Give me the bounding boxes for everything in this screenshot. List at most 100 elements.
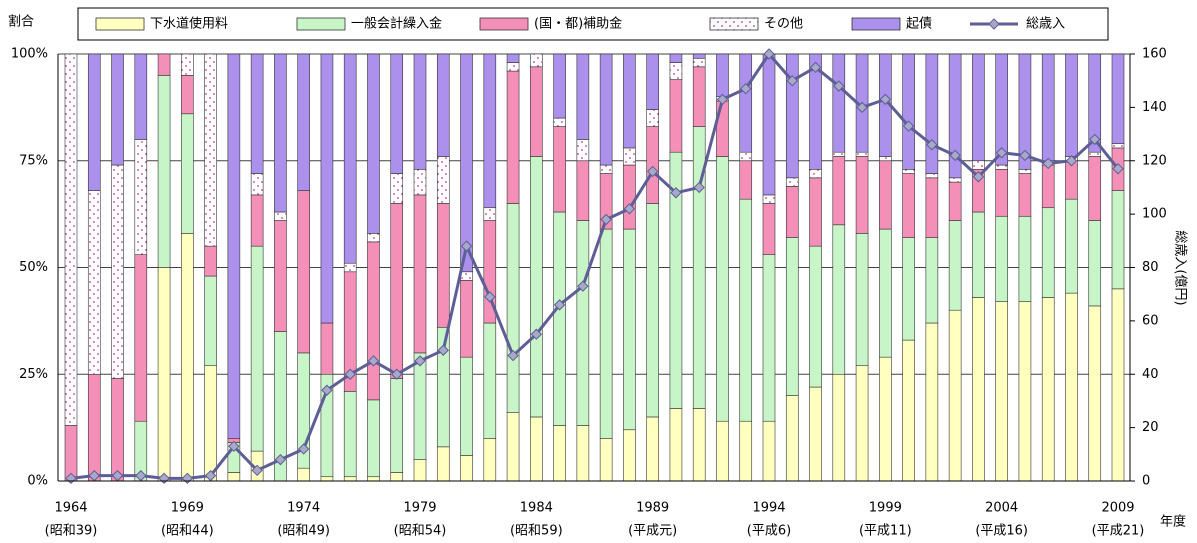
bar-segment: [809, 53, 822, 170]
bar-segment: [1018, 301, 1032, 482]
bar-segment: [948, 181, 962, 221]
line-marker: [693, 181, 705, 194]
bar-segment: [111, 53, 124, 166]
bar-segment: [692, 66, 706, 127]
line-marker: [879, 93, 892, 106]
bar-segment: [879, 228, 892, 358]
line-marker: [1065, 155, 1078, 167]
bar-segment: [1111, 143, 1125, 149]
legend-label: 総歳入: [1026, 17, 1065, 32]
bar-segment: [553, 211, 566, 426]
bar-segment: [436, 203, 450, 328]
bar-segment: [855, 151, 869, 157]
bar-segment: [948, 309, 962, 482]
bar-segment: [1018, 53, 1032, 170]
line-marker: [228, 440, 240, 453]
legend-label: 下水道使用料: [150, 16, 228, 32]
line-marker: [391, 368, 403, 380]
y-tick-label: 25%: [19, 367, 48, 382]
line-marker: [809, 61, 822, 74]
bar-segment: [413, 352, 427, 460]
x-tick-sublabel: (平成11): [859, 524, 912, 539]
bar-segment: [367, 476, 380, 482]
bar-segment: [785, 177, 799, 187]
bar-segment: [1041, 164, 1055, 209]
bar-segment: [553, 425, 566, 482]
bar-segment: [809, 177, 822, 247]
line-marker: [437, 344, 449, 356]
y-tick-label: 50%: [19, 260, 48, 275]
y-tick-label: 0%: [27, 474, 48, 489]
bar-segment: [832, 151, 846, 157]
bar-segment: [460, 280, 473, 358]
x-tick-label: 1979: [403, 501, 436, 516]
bar-segment: [925, 237, 939, 324]
bar-segment: [1041, 207, 1055, 298]
bar-segment: [855, 156, 869, 234]
bar-segment: [390, 173, 404, 204]
bar-segment: [460, 53, 473, 273]
y-axis-label: 割合: [8, 14, 34, 30]
bar-segment: [530, 53, 543, 68]
bar-segment: [739, 198, 753, 422]
line-marker: [1112, 163, 1124, 175]
bar-segment: [925, 173, 939, 179]
line-marker: [577, 280, 589, 292]
line-marker: [670, 187, 682, 199]
line-marker: [833, 80, 845, 92]
bar-segment: [530, 156, 543, 418]
bar-segment: [1041, 53, 1055, 162]
y2-tick-label: 160: [1142, 47, 1167, 62]
bar-segment: [320, 476, 334, 482]
bar-segment: [274, 211, 287, 221]
line-marker: [251, 464, 263, 477]
bar-segment: [623, 147, 636, 166]
bar-segment: [553, 53, 566, 119]
bar-segment: [506, 412, 520, 482]
line-marker: [1042, 157, 1054, 170]
x-tick-label: 2009: [1101, 501, 1134, 516]
x-tick-sublabel: (平成16): [975, 524, 1028, 539]
legend-label: その他: [764, 17, 803, 32]
bar-segment: [343, 476, 357, 482]
bar-segment: [530, 416, 543, 482]
bar-segment: [902, 339, 915, 482]
bar-segment: [181, 233, 194, 482]
bar-segment: [367, 53, 380, 234]
x-tick-sublabel: (昭和49): [277, 524, 330, 539]
line-marker: [740, 82, 752, 95]
line-marker: [484, 291, 496, 303]
x-tick-sublabel: (平成元): [628, 524, 677, 539]
bar-segment: [646, 126, 659, 204]
bar-segment: [995, 164, 1008, 170]
bar-segment: [227, 53, 241, 439]
bar-segment: [436, 446, 450, 482]
line-marker: [949, 149, 961, 162]
line-marker: [600, 213, 612, 226]
bar-segment: [1088, 151, 1102, 157]
bar-segment: [879, 160, 892, 230]
bar-segment: [320, 322, 334, 375]
line-marker: [460, 240, 473, 252]
line-marker: [507, 349, 519, 362]
bar-segment: [646, 416, 659, 482]
bar-segment: [460, 271, 473, 281]
bar-segment: [204, 275, 217, 367]
line-marker: [321, 384, 333, 396]
bar-segment: [995, 215, 1008, 302]
bar-segment: [902, 168, 915, 174]
bar-segment: [483, 207, 497, 221]
bar-segment: [436, 53, 450, 157]
bar-segment: [483, 53, 497, 209]
bar-segment: [413, 168, 427, 196]
bar-segment: [832, 224, 846, 375]
bar-segment: [1111, 288, 1125, 482]
bar-segment: [87, 53, 101, 191]
line-marker: [623, 203, 636, 215]
bar-segment: [623, 228, 636, 431]
bar-segment: [506, 70, 520, 204]
bar-segment: [716, 53, 729, 98]
bar-segment: [762, 53, 776, 196]
bar-segment: [483, 437, 497, 482]
legend-label: (国・都)補助金: [534, 16, 622, 32]
